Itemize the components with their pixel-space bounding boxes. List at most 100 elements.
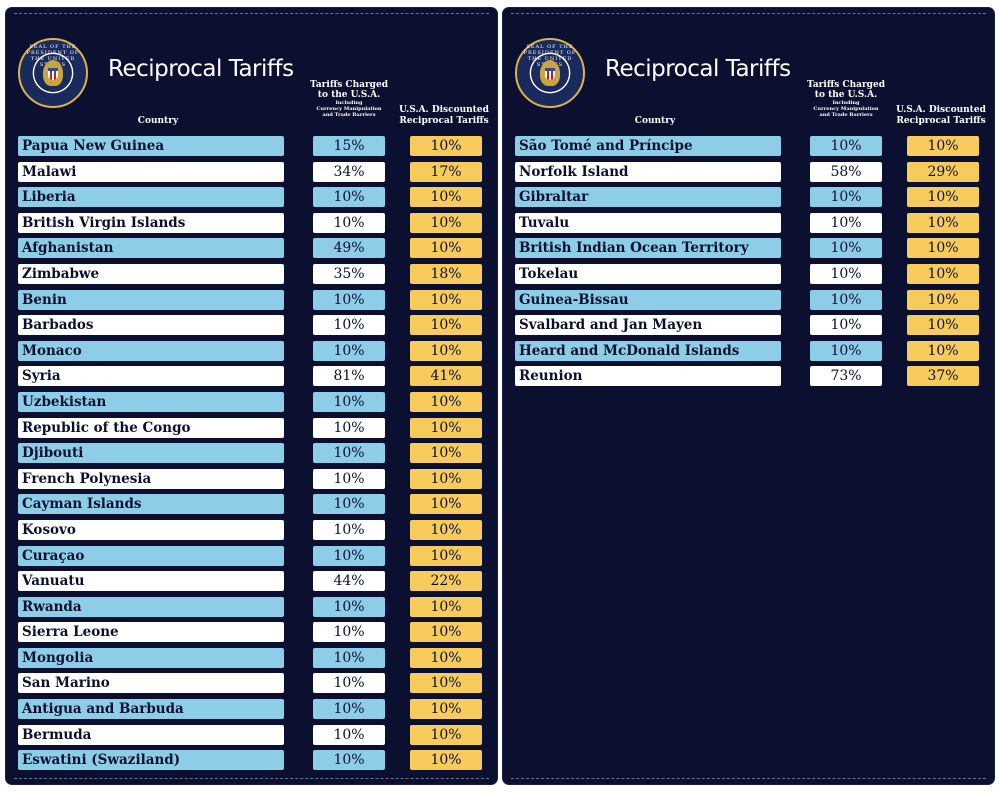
charged-tariff-cell: 10% <box>810 136 882 156</box>
country-cell: Vanuatu <box>18 571 284 592</box>
page-title: Reciprocal Tariffs <box>108 56 294 82</box>
country-cell: Liberia <box>18 187 284 208</box>
country-cell: Republic of the Congo <box>18 417 284 438</box>
country-cell: Norfolk Island <box>515 161 781 182</box>
charged-tariff-cell: 10% <box>313 699 385 720</box>
discounted-tariff-cell: 10% <box>907 289 979 310</box>
discounted-tariff-cell: 10% <box>410 443 482 464</box>
country-cell: Barbados <box>18 315 284 336</box>
discounted-tariff-cell: 10% <box>410 519 482 540</box>
discounted-tariff-cell: 10% <box>410 596 482 617</box>
discounted-tariff-cell: 10% <box>410 289 482 310</box>
country-cell: Syria <box>18 366 284 387</box>
charged-tariff-cell: 10% <box>313 519 385 540</box>
charged-tariff-cell: 10% <box>313 289 385 310</box>
tariff-panel-left: SEAL OF THE PRESIDENT OF THE UNITED STAT… <box>6 8 497 784</box>
tariff-panel-right: SEAL OF THE PRESIDENT OF THE UNITED STAT… <box>503 8 994 784</box>
country-cell: Reunion <box>515 366 781 387</box>
charged-tariff-cell: 10% <box>313 494 385 515</box>
discounted-tariff-cell: 10% <box>410 315 482 336</box>
column-header-discounted: U.S.A. Discounted Reciprocal Tariffs <box>394 105 494 127</box>
charged-tariff-cell: 44% <box>313 571 385 592</box>
presidential-seal-icon: SEAL OF THE PRESIDENT OF THE UNITED STAT… <box>515 38 585 108</box>
country-cell: Mongolia <box>18 647 284 668</box>
country-cell: Gibraltar <box>515 187 781 208</box>
bottom-divider <box>14 778 489 779</box>
country-cell: Tuvalu <box>515 212 781 233</box>
charged-tariff-cell: 10% <box>313 647 385 668</box>
charged-tariff-cell: 10% <box>313 596 385 617</box>
discount-header-line1: U.S.A. Discounted <box>896 105 986 115</box>
discounted-tariff-cell: 10% <box>907 136 979 156</box>
charged-tariff-cell: 10% <box>810 212 882 233</box>
discounted-tariff-cell: 10% <box>410 136 482 156</box>
charged-tariff-cell: 10% <box>313 212 385 233</box>
shield-icon <box>48 68 58 80</box>
discounted-tariff-cell: 41% <box>410 366 482 387</box>
discounted-tariff-cell: 10% <box>907 238 979 259</box>
discounted-tariff-cell: 10% <box>907 340 979 361</box>
discounted-tariff-cell: 10% <box>410 187 482 208</box>
discounted-tariff-cell: 10% <box>410 545 482 566</box>
country-cell: São Tomé and Príncipe <box>515 136 781 156</box>
charged-tariff-cell: 73% <box>810 366 882 387</box>
discounted-tariff-cell: 10% <box>410 417 482 438</box>
charged-header-sub2: Currency Manipulation <box>316 106 382 112</box>
country-cell: Svalbard and Jan Mayen <box>515 315 781 336</box>
charged-tariff-cell: 10% <box>313 750 385 771</box>
charged-header-line2: to the U.S.A. <box>317 90 381 100</box>
charged-tariff-cell: 10% <box>313 468 385 489</box>
column-header-country: Country <box>137 116 179 126</box>
charged-tariff-cell: 34% <box>313 161 385 182</box>
country-cell: Curaçao <box>18 545 284 566</box>
charged-tariff-cell: 10% <box>313 622 385 643</box>
country-cell: Monaco <box>18 340 284 361</box>
charged-tariff-cell: 58% <box>810 161 882 182</box>
charged-tariff-cell: 10% <box>313 187 385 208</box>
charged-tariff-cell: 10% <box>810 340 882 361</box>
discounted-tariff-cell: 37% <box>907 366 979 387</box>
country-cell: Kosovo <box>18 519 284 540</box>
country-cell: Tokelau <box>515 263 781 284</box>
discounted-tariff-cell: 10% <box>907 212 979 233</box>
discount-header-line1: U.S.A. Discounted <box>399 105 489 115</box>
discounted-tariff-cell: 10% <box>410 468 482 489</box>
charged-tariff-cell: 10% <box>313 545 385 566</box>
discounted-tariff-cell: 10% <box>410 340 482 361</box>
charged-header-sub3: and Trade Barriers <box>322 112 376 118</box>
discount-header-line2: Reciprocal Tariffs <box>399 116 489 126</box>
charged-tariff-cell: 10% <box>810 263 882 284</box>
discounted-tariff-cell: 10% <box>410 699 482 720</box>
country-cell: Afghanistan <box>18 238 284 259</box>
charged-tariff-cell: 10% <box>313 340 385 361</box>
charged-tariff-cell: 10% <box>313 724 385 745</box>
bottom-divider <box>511 778 986 779</box>
discounted-tariff-cell: 10% <box>410 647 482 668</box>
discounted-tariff-cell: 10% <box>410 212 482 233</box>
country-cell: Djibouti <box>18 443 284 464</box>
country-cell: Antigua and Barbuda <box>18 699 284 720</box>
charged-header-sub1: Including <box>335 100 363 106</box>
discounted-tariff-cell: 10% <box>907 315 979 336</box>
charged-header-sub3: and Trade Barriers <box>819 112 873 118</box>
country-cell: Heard and McDonald Islands <box>515 340 781 361</box>
country-cell: Eswatini (Swaziland) <box>18 750 284 771</box>
country-cell: British Virgin Islands <box>18 212 284 233</box>
discounted-tariff-cell: 10% <box>907 263 979 284</box>
country-cell: Sierra Leone <box>18 622 284 643</box>
column-header-charged: Tariffs Charged to the U.S.A. Including … <box>309 80 389 118</box>
discounted-tariff-cell: 10% <box>410 750 482 771</box>
country-cell: Malawi <box>18 161 284 182</box>
country-cell: Papua New Guinea <box>18 136 284 156</box>
column-header-charged: Tariffs Charged to the U.S.A. Including … <box>806 80 886 118</box>
country-cell: Zimbabwe <box>18 263 284 284</box>
discounted-tariff-cell: 10% <box>410 724 482 745</box>
discounted-tariff-cell: 29% <box>907 161 979 182</box>
discounted-tariff-cell: 10% <box>410 238 482 259</box>
presidential-seal-icon: SEAL OF THE PRESIDENT OF THE UNITED STAT… <box>18 38 88 108</box>
country-cell: French Polynesia <box>18 468 284 489</box>
country-cell: Benin <box>18 289 284 310</box>
discount-header-line2: Reciprocal Tariffs <box>896 116 986 126</box>
discounted-tariff-cell: 18% <box>410 263 482 284</box>
charged-tariff-cell: 81% <box>313 366 385 387</box>
